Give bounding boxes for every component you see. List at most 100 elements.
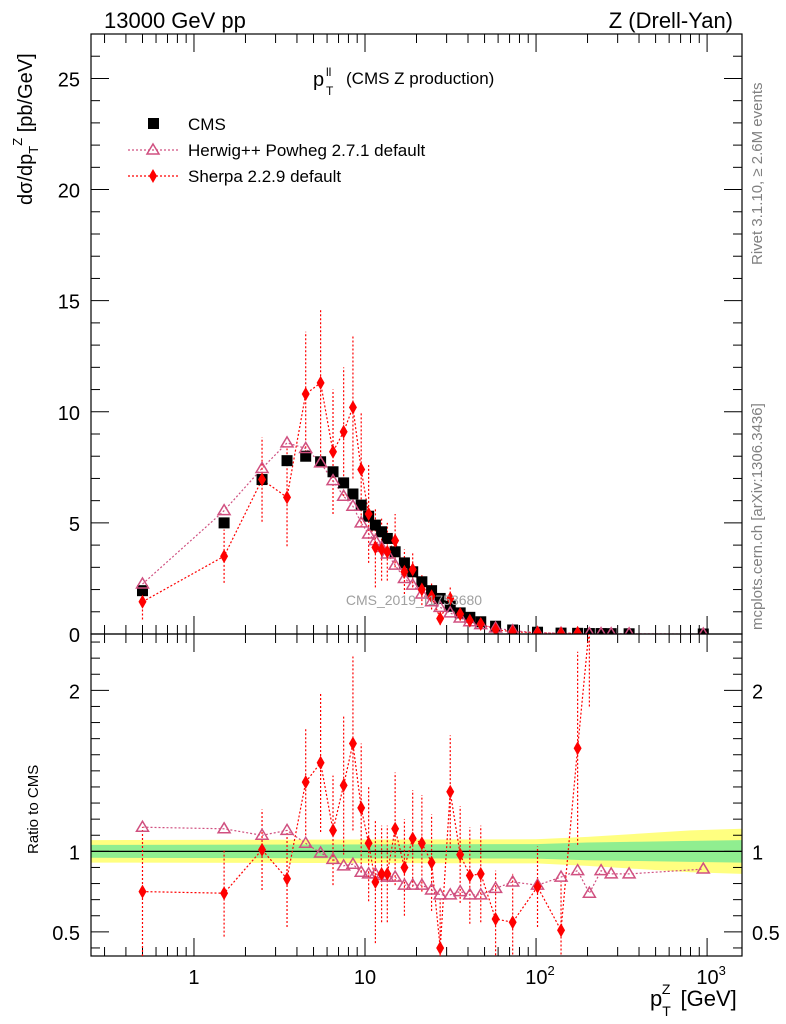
main-y-tick-label: 15 bbox=[58, 292, 80, 314]
sherpa-point bbox=[573, 741, 582, 756]
herwig-point bbox=[432, 599, 448, 613]
sherpa-point bbox=[446, 784, 455, 799]
main-y-tick-label: 25 bbox=[58, 69, 80, 91]
sherpa-point bbox=[364, 507, 373, 521]
herwig-point bbox=[336, 858, 351, 871]
main-y-tick-label: 5 bbox=[69, 514, 80, 536]
ratio-y-tick-label-right: 2 bbox=[752, 681, 763, 703]
herwig-line bbox=[142, 442, 704, 634]
herwig-point bbox=[432, 887, 448, 900]
herwig-point bbox=[624, 626, 634, 634]
cms-point bbox=[355, 499, 367, 511]
sherpa-point bbox=[377, 542, 386, 557]
herwig-point bbox=[462, 887, 478, 900]
main-plot-area bbox=[135, 309, 709, 634]
main-panel: 0 5 10 15 20 25 bbox=[58, 33, 743, 647]
ratio-y-tick-label: 0.5 bbox=[52, 923, 80, 945]
cms-point bbox=[434, 592, 446, 604]
cms-point bbox=[398, 557, 410, 569]
herwig-point bbox=[553, 869, 569, 882]
herwig-point bbox=[405, 877, 421, 890]
legend: CMS Herwig++ Powheg 2.7.1 default Sherpa… bbox=[128, 115, 425, 186]
svg-text:ll: ll bbox=[326, 65, 331, 79]
ratio-plot-area bbox=[135, 634, 711, 956]
cms-point bbox=[389, 546, 401, 558]
sherpa-point bbox=[446, 591, 455, 606]
sherpa-point bbox=[456, 607, 465, 621]
ratio-frame bbox=[90, 633, 743, 957]
sherpa-point bbox=[377, 866, 386, 881]
title-main: p bbox=[313, 69, 324, 91]
sherpa-point bbox=[371, 874, 380, 889]
header-left-label: 13000 GeV pp bbox=[104, 8, 246, 33]
herwig-point bbox=[424, 594, 439, 607]
herwig-point bbox=[387, 869, 403, 882]
cms-point bbox=[416, 576, 428, 588]
herwig-point bbox=[582, 885, 597, 898]
sherpa-point bbox=[220, 886, 229, 901]
sherpa-point bbox=[348, 400, 357, 415]
x-tick-label: 102 bbox=[525, 963, 554, 989]
sherpa-point bbox=[329, 823, 338, 838]
sherpa-point bbox=[417, 582, 426, 597]
sherpa-point bbox=[383, 544, 392, 559]
svg-text:p: p bbox=[313, 69, 324, 91]
cms-point bbox=[347, 488, 359, 500]
herwig-point bbox=[397, 877, 412, 890]
legend-label-sherpa: Sherpa 2.2.9 default bbox=[188, 167, 341, 186]
sherpa-point bbox=[491, 622, 500, 634]
sherpa-point bbox=[408, 562, 417, 577]
sherpa-point bbox=[301, 387, 310, 401]
sherpa-point bbox=[391, 821, 400, 836]
sherpa-point bbox=[220, 549, 229, 564]
herwig-point bbox=[603, 866, 619, 879]
y-axis-label-ratio: Ratio to CMS bbox=[25, 765, 42, 854]
main-y-tick-label: 0 bbox=[69, 625, 80, 647]
herwig-point bbox=[135, 576, 150, 589]
herwig-point bbox=[424, 882, 439, 895]
herwig-point bbox=[621, 866, 637, 879]
herwig-point bbox=[313, 455, 328, 468]
herwig-point bbox=[353, 515, 369, 528]
cms-point bbox=[583, 628, 595, 634]
herwig-point bbox=[596, 626, 606, 634]
cms-point bbox=[697, 628, 709, 634]
sherpa-point bbox=[427, 589, 436, 604]
sherpa-point bbox=[533, 625, 542, 634]
main-y-tick-label: 20 bbox=[58, 181, 80, 203]
x-axis-label: pTZ [GeV] bbox=[650, 981, 737, 1019]
cms-point bbox=[381, 532, 393, 544]
ratio-panel: 1 10 102 103 0.5 0.5 1 1 2 2 bbox=[52, 633, 780, 989]
sherpa-point bbox=[339, 778, 348, 793]
sherpa-point bbox=[476, 617, 485, 631]
herwig-point bbox=[452, 610, 468, 623]
herwig-point bbox=[397, 570, 412, 584]
sherpa-point bbox=[557, 626, 566, 634]
sherpa-point bbox=[465, 613, 474, 628]
sherpa-point bbox=[283, 871, 292, 886]
herwig-point bbox=[279, 435, 295, 448]
sherpa-point bbox=[138, 884, 147, 899]
herwig-point bbox=[442, 887, 458, 900]
sherpa-point bbox=[339, 424, 348, 439]
herwig-point bbox=[405, 577, 421, 590]
herwig-point bbox=[216, 821, 232, 834]
herwig-point bbox=[336, 488, 351, 501]
herwig-point bbox=[452, 884, 468, 897]
herwig-point bbox=[593, 863, 609, 876]
svg-text:(CMS Z production): (CMS Z production) bbox=[346, 69, 494, 88]
sherpa-point bbox=[258, 472, 267, 487]
herwig-point bbox=[325, 473, 341, 486]
sherpa-point bbox=[533, 879, 542, 894]
sherpa-point bbox=[476, 866, 485, 881]
herwig-point bbox=[698, 626, 708, 634]
sherpa-point bbox=[491, 911, 500, 926]
sherpa-point bbox=[436, 940, 445, 955]
herwig-point bbox=[505, 874, 520, 887]
herwig-point bbox=[279, 822, 295, 836]
title-sup: ll bbox=[326, 65, 331, 79]
cms-point bbox=[136, 585, 148, 597]
cms-point bbox=[623, 628, 635, 634]
legend-marker-triangle bbox=[145, 142, 161, 155]
cms-point bbox=[376, 526, 388, 538]
